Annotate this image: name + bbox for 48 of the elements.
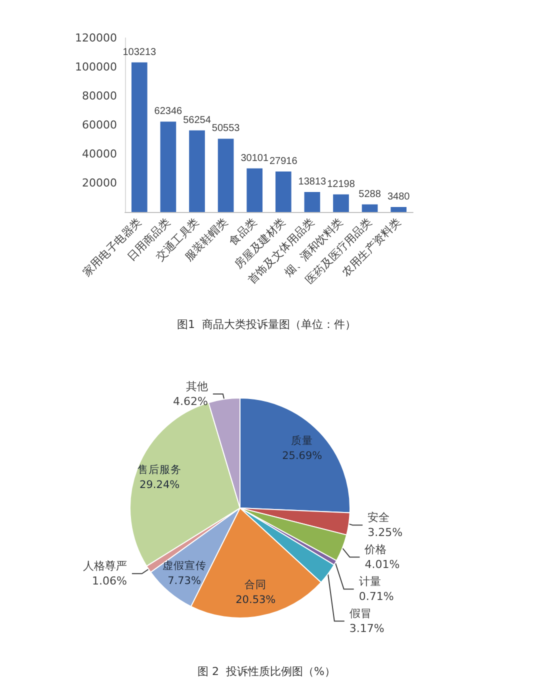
bar <box>275 172 292 212</box>
bar <box>333 194 349 212</box>
data-label: 25.69% <box>282 450 322 462</box>
data-label: 56254 <box>183 114 212 126</box>
y-tick-label: 100000 <box>75 60 117 74</box>
text: 图 2 投诉性质比例图（%） <box>198 665 336 678</box>
y-tick-label: 60000 <box>82 118 117 132</box>
y-tick-label: 80000 <box>82 90 117 102</box>
data-label: 0.71% <box>358 590 394 604</box>
bar <box>131 62 148 212</box>
data-label: 50553 <box>212 123 240 134</box>
text: 图1 商品大类投诉量图（单位：件） <box>177 318 356 331</box>
data-label: 12198 <box>327 178 356 190</box>
y-tick-label: 120000 <box>75 32 117 44</box>
slice-label: 虚假宣传 <box>162 559 206 572</box>
data-label: 3.25% <box>368 526 403 540</box>
data-label: 29.24% <box>140 479 180 492</box>
slice-label: 价格 <box>364 543 387 556</box>
data-label: 103213 <box>122 46 157 58</box>
bar <box>362 204 378 212</box>
bar <box>218 138 234 212</box>
data-label: 4.62% <box>172 395 208 408</box>
data-label: 7.73% <box>168 575 201 588</box>
slice-label: 假冒 <box>349 607 372 620</box>
bar <box>160 122 176 212</box>
data-label: 3.17% <box>349 622 384 636</box>
bar <box>246 168 263 212</box>
data-label: 20.53% <box>236 594 276 606</box>
data-label: 27916 <box>269 156 298 168</box>
bar <box>390 206 407 212</box>
slice-label: 人格尊严 <box>82 560 127 573</box>
bar <box>304 192 320 212</box>
bar <box>189 130 205 212</box>
slice-label: 售后服务 <box>138 463 182 476</box>
data-label: 30101 <box>240 152 269 164</box>
data-label: 62346 <box>154 106 183 118</box>
slice-label: 其他 <box>186 380 208 393</box>
slice-label: 计量 <box>358 575 381 588</box>
data-label: 13813 <box>298 176 327 188</box>
slice-label: 质量 <box>291 434 314 448</box>
y-tick-label: 40000 <box>82 148 117 160</box>
y-tick-label: 20000 <box>82 176 117 190</box>
data-label: 5288 <box>358 188 382 200</box>
data-label: 3480 <box>387 191 410 202</box>
slice-label: 合同 <box>244 578 267 592</box>
data-label: 1.06% <box>92 574 127 588</box>
data-label: 4.01% <box>364 558 400 572</box>
slice-label: 安全 <box>368 511 390 524</box>
